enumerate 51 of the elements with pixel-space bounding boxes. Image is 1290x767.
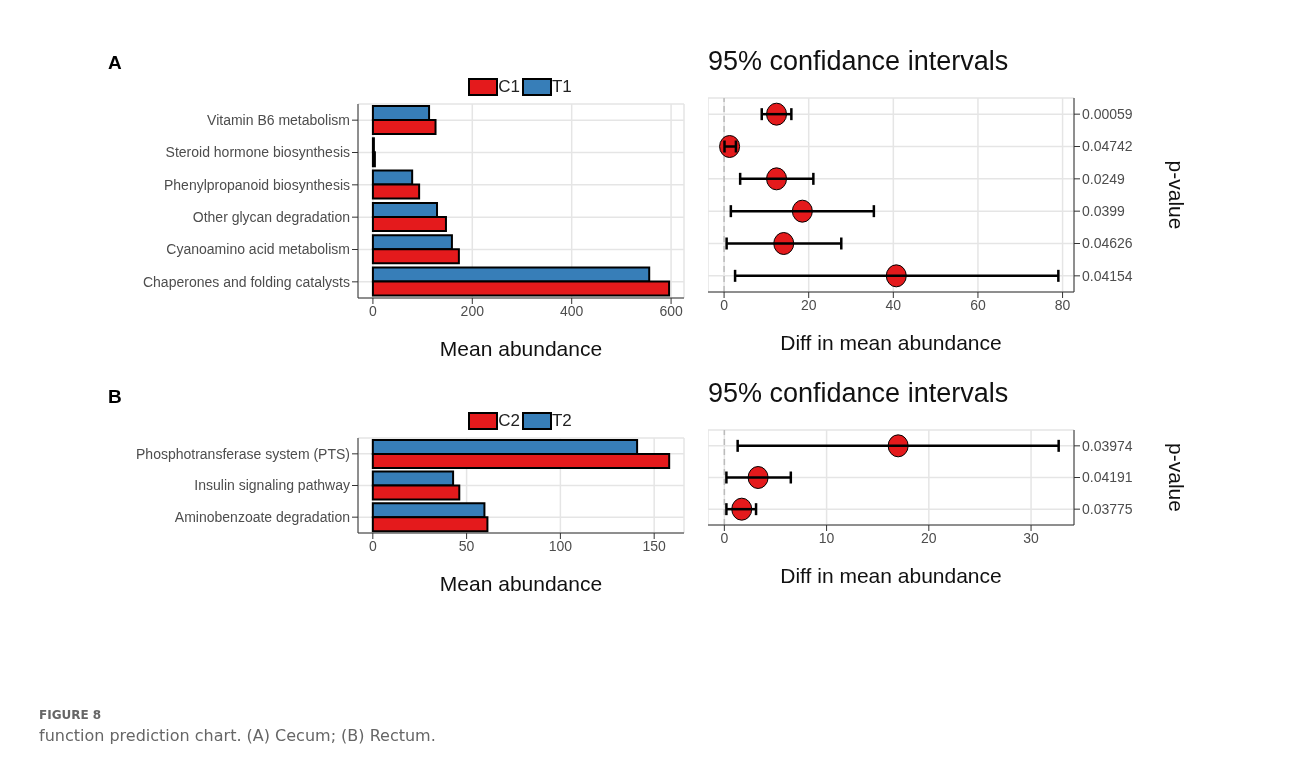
x-tick-label: 60 [970, 296, 986, 313]
y-tick-label: 0.0249 [1082, 170, 1126, 187]
y-tick-label: 0.04191 [1082, 469, 1133, 486]
y-tick-label: Insulin signaling pathway [194, 477, 350, 494]
y-tick-label: 0.04742 [1082, 138, 1133, 155]
x-tick-label: 100 [548, 537, 573, 554]
y-tick-label: 0.00059 [1082, 106, 1133, 123]
y2-axis-title: p-value [1164, 160, 1188, 230]
x-tick-label: 10 [818, 529, 835, 546]
text: B [108, 386, 123, 408]
text: A [108, 52, 123, 74]
x-tick-label: 0 [720, 296, 729, 313]
x-tick-label: 150 [642, 537, 667, 554]
caption: FIGURE 8 [39, 708, 103, 722]
x-tick-label: 0 [720, 529, 729, 546]
y-tick-label: Chaperones and folding catalysts [142, 273, 350, 290]
legend-label: T1 [551, 77, 572, 97]
x-tick-label: 20 [921, 529, 937, 546]
text: function prediction chart. (A) Cecum; (B) Rectum. [39, 726, 436, 745]
chart-title: 95% confidance intervals [708, 378, 1010, 410]
x-axis-title: Mean abundance [439, 337, 603, 360]
x-tick-label: 40 [885, 296, 902, 313]
x-tick-label: 50 [458, 537, 475, 554]
legend-label: C2 [498, 411, 520, 431]
y-tick-label: Steroid hormone biosynthesis [165, 144, 350, 161]
y-tick-label: 0.0399 [1082, 203, 1126, 220]
y-tick-label: 0.03974 [1082, 437, 1133, 454]
legend-label: C1 [498, 77, 520, 97]
y-tick-label: Vitamin B6 metabolism [207, 112, 350, 129]
x-axis-title: Diff in mean abundance [780, 564, 1002, 587]
x-tick-label: 200 [460, 302, 485, 319]
y2-axis-title: p-value [1164, 443, 1188, 512]
x-axis-title: Diff in mean abundance [780, 331, 1002, 354]
y-tick-label: Cyanoamino acid metabolism [166, 241, 350, 258]
y-tick-label: 0.03775 [1082, 501, 1133, 518]
y-tick-label: Aminobenzoate degradation [174, 509, 350, 526]
x-tick-label: 30 [1023, 529, 1040, 546]
x-tick-label: 20 [800, 296, 817, 313]
y-tick-label: Other glycan degradation [192, 209, 350, 226]
x-tick-label: 80 [1054, 296, 1071, 313]
x-tick-label: 400 [560, 302, 584, 319]
x-tick-label: 0 [369, 302, 378, 319]
x-axis-title: Mean abundance [439, 572, 603, 595]
x-tick-label: 0 [368, 537, 377, 554]
y-tick-label: 0.04154 [1082, 267, 1133, 284]
x-tick-label: 600 [659, 302, 683, 319]
y-tick-label: 0.04626 [1082, 235, 1133, 252]
chart-title: 95% confidance intervals [708, 46, 1010, 78]
y-tick-label: Phenylpropanoid biosynthesis [163, 176, 350, 193]
y-tick-label: Phosphotransferase system (PTS) [136, 445, 350, 462]
legend-label: T2 [551, 411, 572, 431]
